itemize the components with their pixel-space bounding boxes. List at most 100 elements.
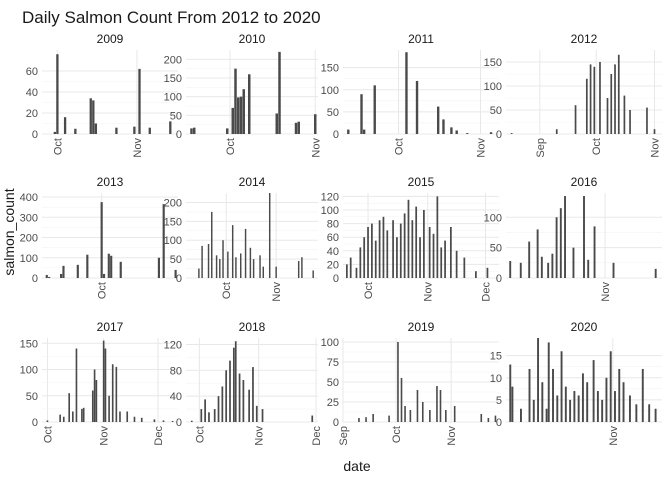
bar: 2012-10-13: 165 <box>617 54 620 134</box>
bar: 2017-10-10: 10 <box>62 416 65 422</box>
y-tick-label: 80 <box>327 219 339 231</box>
bar: 2016-09-26: 60 <box>528 241 531 278</box>
bar: 2015-11-02: 75 <box>428 227 431 278</box>
x-tick-label: Oct <box>391 426 403 443</box>
bar: 2020-09-19: 3 <box>520 408 522 422</box>
bar: 2009-10-24: 6 <box>115 127 118 134</box>
x-tick-label: Oct <box>52 138 64 155</box>
bar: 2012-09-20: 60 <box>574 105 577 134</box>
y-tick-label: 50 <box>490 105 502 117</box>
bar: 2012-09-26: 115 <box>585 78 588 134</box>
bar: 2018-10-09: 20 <box>213 409 216 422</box>
bar: 2018-10-31: 25 <box>255 405 258 422</box>
bar: 2014-10-18: 50 <box>252 259 255 278</box>
bar: 2014-10-10: 65 <box>240 253 242 278</box>
bar: 2018-10-13: 55 <box>221 386 224 422</box>
bar: 2015-10-28: 60 <box>419 237 421 278</box>
bar: 2011-09-22: 110 <box>373 85 376 134</box>
x-tick-label: Nov <box>99 426 111 446</box>
bar: 2014-10-22: 60 <box>259 255 261 278</box>
bar: 2020-10-23: 14 <box>592 360 595 422</box>
y-tick-label: 40 <box>26 87 38 99</box>
bar: 2017-10-13: 55 <box>68 393 71 423</box>
x-tick-label: Nov <box>649 138 661 158</box>
x-tick-label: Oct <box>591 138 603 155</box>
y-axis-title: salmon_count <box>1 188 17 275</box>
y-tick-label: 100 <box>164 235 182 247</box>
bar: 2016-11-25: 15 <box>654 268 657 278</box>
y-tick-label: 25 <box>327 397 339 409</box>
y-tick-label: 0 <box>32 129 38 141</box>
bar: 2020-11-21: 3 <box>654 408 657 422</box>
bar: 2014-10-05: 140 <box>231 225 234 278</box>
bar: 2020-09-27: 19 <box>537 338 540 422</box>
bar: 2014-11-15: 45 <box>297 261 300 278</box>
bar: 2013-10-02: 20 <box>102 273 106 278</box>
y-tick-label: 100 <box>20 253 38 265</box>
bar: 2015-10-20: 95 <box>403 213 406 278</box>
bar: 2017-10-27: 100 <box>93 369 96 422</box>
bar: 2017-10-08: 14 <box>59 414 61 422</box>
bar: 2012-09-28: 145 <box>589 64 592 134</box>
x-tick-label: Oct <box>97 282 109 299</box>
y-tick-label: 15 <box>490 351 502 363</box>
bar: 2010-10-18: 55 <box>275 113 278 134</box>
x-tick-label: Dec <box>481 282 493 302</box>
bar: 2017-10-26: 60 <box>91 390 94 422</box>
bar: 2009-10-16: 10 <box>94 123 98 134</box>
bar: 2015-10-22: 115 <box>407 199 410 278</box>
bar: 2016-10-13: 135 <box>564 196 566 278</box>
bar: 2012-10-09: 125 <box>610 74 613 134</box>
y-tick-label: 0 <box>32 417 38 429</box>
bar: 2017-10-20: 25 <box>81 408 83 423</box>
x-tick-label: Oct <box>194 426 206 443</box>
panel-2013: 20130100200300400Oct2013-09-08: 152013-0… <box>20 175 178 299</box>
x-tick-label: Nov <box>310 138 322 158</box>
bar: 2014-11-24: 20 <box>312 270 314 278</box>
bar: 2015-11-16: 40 <box>455 250 458 278</box>
bar: 2011-10-04: 185 <box>405 52 408 134</box>
bar: 2020-10-08: 16 <box>560 351 563 422</box>
y-tick-label: 50 <box>327 107 339 119</box>
facet-label: 2015 <box>408 175 435 189</box>
bar: 2013-09-08: 15 <box>45 274 48 278</box>
bar: 2014-09-29: 100 <box>222 240 224 278</box>
facet-label: 2016 <box>571 175 598 189</box>
bar: 2020-10-31: 16 <box>609 351 612 422</box>
bar: 2011-09-12: 10 <box>347 129 350 134</box>
bar: 2018-11-03: 20 <box>261 409 264 422</box>
bar: 2020-10-12: 5 <box>569 399 572 422</box>
bar: 2019-09-10: 5 <box>358 418 360 422</box>
y-tick-label: 60 <box>327 232 339 244</box>
bar: 2017-11-22: 8 <box>140 417 143 422</box>
bar: 2017-10-21: 27 <box>82 407 85 422</box>
y-tick-label: 200 <box>164 54 182 66</box>
bar: 2017-10-15: 20 <box>72 411 74 422</box>
x-tick-label: Nov <box>600 282 612 302</box>
bar: 2010-10-25: 30 <box>294 122 298 134</box>
facet-label: 2018 <box>239 320 266 334</box>
bar: 2017-11-18: 10 <box>133 416 136 422</box>
facet-label: 2009 <box>97 32 124 46</box>
bar: 2019-10-29: 15 <box>445 410 447 422</box>
bar: 2012-08-17: 2 <box>510 133 513 134</box>
bar: 2010-09-17: 15 <box>190 128 193 134</box>
panel-2012: 2012 0 50 100 150 Sep Oct Nov 2012-08-17: 2 2012-… <box>484 32 662 158</box>
y-tick-label: 50 <box>26 391 38 403</box>
bar: 2016-10-02: 35 <box>540 256 543 278</box>
bar: 2020-10-25: 7 <box>596 391 599 422</box>
panel-2018: 2018 0 40 80 120 Oct Nov Dec 2018-09-27: 2 2018-1… <box>164 320 323 446</box>
bar: 2013-09-09: 5 <box>48 276 51 278</box>
bar: 2016-10-11: 115 <box>559 208 562 278</box>
y-tick-label: 50 <box>170 254 182 266</box>
x-tick-label: Nov <box>446 426 458 446</box>
bar: 2018-10-15: 80 <box>225 370 228 422</box>
bar: 2019-11-22: 5 <box>487 418 490 422</box>
bar: 2015-11-20: 30 <box>463 257 466 278</box>
bar: 2012-10-16: 80 <box>623 95 626 134</box>
y-tick-label: 0 <box>333 417 339 429</box>
bar: 2015-09-25: 15 <box>355 267 358 278</box>
bar: 2014-09-20: 90 <box>207 244 210 278</box>
